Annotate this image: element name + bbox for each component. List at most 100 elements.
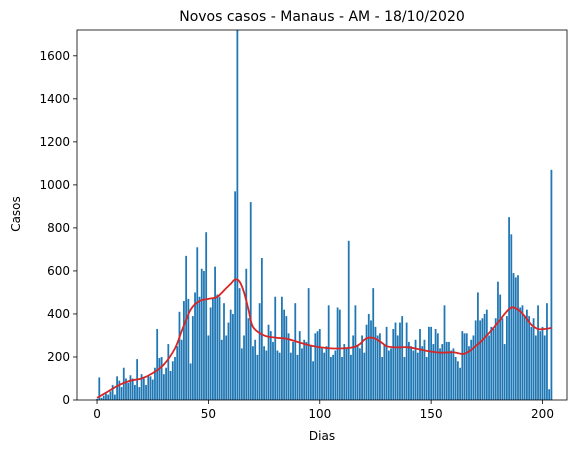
bar: [425, 356, 428, 400]
bar: [263, 346, 265, 400]
bar: [526, 309, 528, 400]
bar: [243, 335, 245, 400]
bar: [245, 268, 248, 400]
bar: [247, 318, 250, 400]
bar: [303, 339, 306, 400]
bar: [107, 394, 110, 400]
bar: [341, 356, 343, 400]
bar: [281, 296, 283, 400]
bar: [381, 356, 384, 400]
y-tick-label: 200: [47, 350, 70, 364]
bar: [401, 316, 404, 400]
bar: [154, 367, 156, 400]
bar: [546, 303, 548, 400]
bar: [142, 378, 145, 400]
bar: [151, 379, 154, 400]
bar: [412, 350, 415, 400]
bar: [111, 384, 114, 400]
bar: [387, 350, 390, 400]
bar: [145, 384, 147, 400]
bar: [414, 339, 417, 400]
y-tick-label: 1600: [39, 49, 70, 63]
bar: [105, 393, 107, 400]
bar: [358, 348, 361, 400]
bar: [490, 326, 493, 400]
bar: [416, 352, 419, 400]
bar: [325, 346, 328, 400]
bar: [512, 273, 515, 400]
bar: [189, 363, 192, 400]
y-tick-label: 1200: [39, 135, 70, 149]
bar: [379, 333, 381, 400]
bar: [209, 307, 212, 400]
bar: [343, 344, 346, 400]
bar: [450, 350, 453, 400]
bar: [134, 384, 136, 400]
bar: [327, 305, 330, 400]
bar: [370, 320, 372, 400]
bar: [323, 352, 326, 400]
bar: [432, 344, 435, 400]
bar: [254, 339, 257, 400]
bar: [383, 344, 386, 400]
bar: [459, 367, 461, 400]
bar: [118, 380, 121, 400]
bars-group: [96, 30, 553, 400]
bar: [514, 277, 517, 400]
bar: [534, 335, 537, 400]
bar: [200, 268, 203, 400]
bar: [285, 316, 288, 400]
bar: [171, 361, 174, 400]
bar: [258, 303, 261, 400]
bar: [131, 378, 134, 400]
x-tick-label: 150: [420, 407, 443, 421]
bar: [276, 350, 279, 400]
x-tick-label: 0: [93, 407, 101, 421]
bar: [149, 376, 152, 400]
bar: [294, 303, 297, 400]
bar: [158, 358, 161, 400]
bar: [232, 313, 234, 400]
y-tick-label: 800: [47, 221, 70, 235]
bar: [403, 356, 406, 400]
bar: [312, 361, 314, 400]
bar: [332, 354, 335, 400]
bar: [548, 389, 551, 400]
bar: [436, 333, 439, 400]
y-tick-label: 600: [47, 264, 70, 278]
bar: [236, 30, 239, 400]
bar: [543, 335, 546, 400]
bar: [138, 387, 141, 400]
bar: [532, 318, 535, 400]
bar: [528, 316, 531, 400]
bar: [238, 288, 241, 400]
bar: [410, 346, 412, 400]
bar: [292, 341, 294, 400]
bar: [160, 356, 163, 400]
bar: [165, 367, 167, 400]
bar: [405, 322, 408, 400]
bar: [492, 329, 495, 400]
bar: [430, 326, 433, 400]
bar: [367, 313, 370, 400]
y-tick-label: 1400: [39, 92, 70, 106]
bar: [481, 318, 484, 400]
bar: [539, 331, 542, 400]
bar: [499, 294, 502, 400]
bar: [267, 324, 270, 400]
bar: [503, 344, 506, 400]
bar: [207, 335, 210, 400]
bar: [162, 374, 165, 400]
bar: [521, 305, 524, 400]
bar: [187, 298, 190, 400]
bar: [100, 397, 103, 400]
bar: [296, 354, 299, 400]
bar: [120, 387, 123, 400]
x-tick-label: 50: [201, 407, 216, 421]
bar: [96, 398, 98, 400]
bar: [465, 333, 468, 400]
bar: [234, 191, 237, 400]
bar: [338, 309, 341, 400]
bar: [396, 335, 399, 400]
bar: [474, 320, 477, 400]
